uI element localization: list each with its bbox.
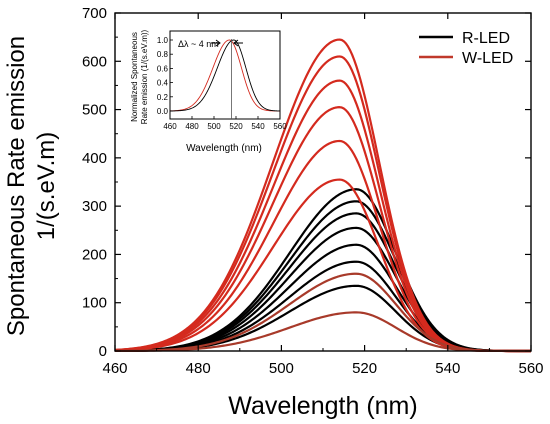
inset-annotation: Δλ ~ 4 nm <box>178 39 219 49</box>
y-tick-label: 200 <box>82 246 107 263</box>
inset-y-tick-label: 0.4 <box>157 79 169 88</box>
series-1-curve-3 <box>114 79 531 353</box>
series-0-curve-6 <box>114 188 531 353</box>
y-tick-label: 400 <box>82 150 107 167</box>
inset-y-title-line2: Rate emission (1/(s.eV.m)) <box>140 29 149 124</box>
series-0-curve-3 <box>114 226 531 353</box>
series-1-curve-0 <box>114 178 531 353</box>
y-tick-label: 0 <box>99 343 107 360</box>
inset-x-tick-label: 540 <box>251 122 265 131</box>
inset-chart: 460 480 500 520 540 560 0.0 0.2 0.4 0.6 0.8 1.0 Δλ … <box>130 29 287 154</box>
y-tick-label: 500 <box>82 102 107 119</box>
inset-x-tick-label: 560 <box>273 122 287 131</box>
y-tick-label: 300 <box>82 198 107 215</box>
inset-y-tick-label: 0.0 <box>157 107 169 116</box>
y-tick-label: 100 <box>82 295 107 312</box>
inset-x-tick-label: 460 <box>163 122 177 131</box>
inset-y-tick-label: 0.2 <box>157 93 169 102</box>
series-1-curve-1 <box>114 139 531 353</box>
main-curves <box>114 38 532 353</box>
x-tick-label: 560 <box>518 360 543 377</box>
series-2-curve-0 <box>114 311 531 353</box>
inset-arrow-right <box>233 39 243 47</box>
inset-curves <box>169 39 281 112</box>
y-axis-title-line1: Spontaneous Rate emission <box>3 36 30 336</box>
inset-curve-1 <box>169 39 281 112</box>
inset-y-tick-label: 1.0 <box>157 36 169 45</box>
x-tick-label: 520 <box>352 360 377 377</box>
y-tick-label: 700 <box>82 5 107 22</box>
inset-ticks: 460 480 500 520 540 560 0.0 0.2 0.4 0.6 0.8 1.0 <box>157 36 287 131</box>
x-tick-label: 500 <box>269 360 294 377</box>
x-tick-label: 480 <box>186 360 211 377</box>
legend: R-LED W-LED <box>419 30 513 67</box>
inset-arrow-left <box>211 39 221 47</box>
legend-label-r-led: R-LED <box>462 30 510 47</box>
main-ticks: 460 480 500 520 540 560 0 100 200 300 400 500 600 700 <box>82 5 544 377</box>
inset-curve-0 <box>169 39 280 112</box>
inset-y-title-line1: Normalized Spontaneous <box>130 32 139 122</box>
series-0-curve-5 <box>114 200 531 353</box>
inset-x-title: Wavelength (nm) <box>186 143 262 154</box>
y-axis-title-line2: 1/(s.eV.m) <box>33 132 60 240</box>
legend-label-w-led: W-LED <box>462 50 513 67</box>
inset-y-tick-label: 0.6 <box>157 64 169 73</box>
inset-x-tick-label: 520 <box>229 122 243 131</box>
series-2-curve-1 <box>114 272 532 353</box>
inset-x-tick-label: 480 <box>185 122 199 131</box>
inset-x-tick-label: 500 <box>207 122 221 131</box>
x-tick-label: 540 <box>435 360 460 377</box>
inset-y-tick-label: 0.8 <box>157 50 169 59</box>
x-axis-title: Wavelength (nm) <box>228 392 417 420</box>
y-tick-label: 600 <box>82 53 107 70</box>
inset-frame <box>169 30 281 120</box>
x-tick-label: 460 <box>102 360 127 377</box>
